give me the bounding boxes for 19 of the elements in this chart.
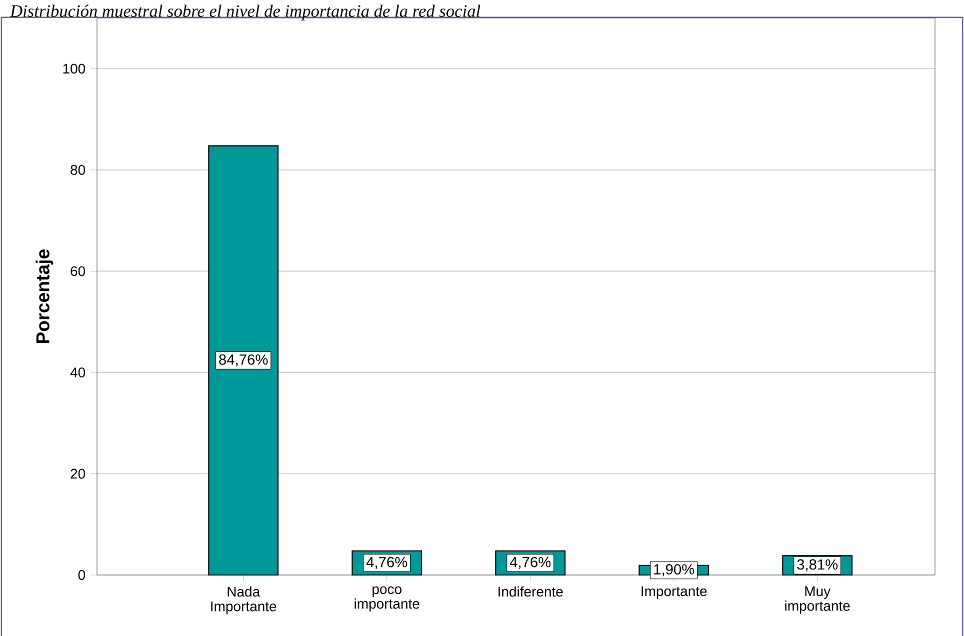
- y-tick-label: 80: [70, 164, 86, 175]
- data-label: 4,76%: [366, 556, 408, 570]
- y-tick-label: 20: [70, 468, 86, 479]
- chart-title: Distribución muestral sobre el nivel de importancia de la red social: [10, 4, 480, 20]
- data-label: 1,90%: [654, 564, 694, 576]
- x-tick-label: poco importante: [354, 586, 420, 612]
- x-tick-label: Nada Importante: [211, 586, 276, 614]
- bar: [208, 145, 279, 576]
- y-tick-label: 40: [70, 368, 86, 378]
- x-tick-label: Indiferente: [498, 586, 563, 597]
- y-tick-label: 0: [78, 570, 86, 580]
- data-label: 3,81%: [797, 559, 838, 572]
- y-tick-label: 60: [70, 266, 86, 276]
- y-axis-title: Porcentaje: [36, 249, 54, 343]
- data-label: 4,76%: [510, 556, 551, 570]
- x-tick-label: Importante: [642, 586, 707, 599]
- x-tick-label: Muy importante: [785, 586, 850, 614]
- y-tick-label: 100: [63, 64, 86, 74]
- data-label: 84,76%: [219, 354, 268, 366]
